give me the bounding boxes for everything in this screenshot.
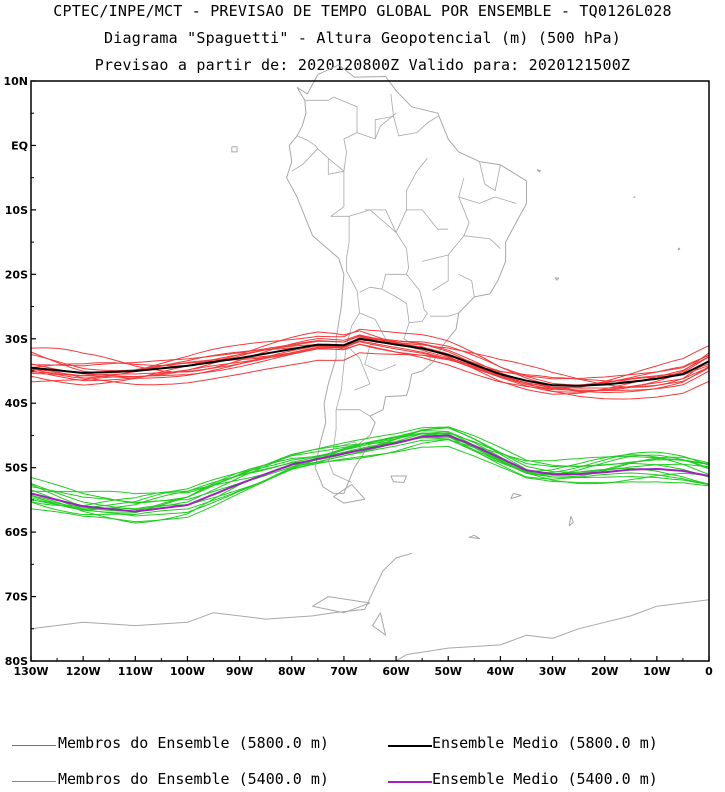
y-tick-label: 60S (5, 526, 28, 539)
country-border-21 (346, 344, 371, 391)
y-tick-label: 70S (5, 591, 28, 604)
coastline-7 (372, 612, 387, 636)
y-tick-label: 20S (5, 268, 28, 281)
country-border-13 (406, 158, 428, 210)
coastline-1 (333, 483, 366, 504)
x-tick-label: 90W (226, 665, 253, 678)
member-line-5400-2 (30, 432, 710, 508)
member-line-5800-12 (30, 340, 710, 389)
coastline-2 (390, 475, 407, 483)
y-tick-label: 10S (5, 204, 28, 217)
y-tick-label: 80S (5, 655, 28, 668)
x-tick-label: 40W (487, 665, 514, 678)
country-border-1 (348, 209, 409, 293)
x-tick-label: 130W (13, 665, 48, 678)
coastline-4 (30, 552, 412, 630)
y-tick-label: 30S (5, 333, 28, 346)
coastline-12 (633, 196, 636, 199)
member-line-5800-0 (30, 352, 710, 400)
x-tick-label: 30W (539, 665, 566, 678)
legend-label-members-5800: Membros do Ensemble (5800.0 m) (58, 734, 329, 752)
member-line-5400-11 (30, 426, 710, 504)
coastline-14 (554, 277, 560, 281)
axis-ticks: 130W 120W 110W 100W 90W 80W 70W 60W 50W 40W 30W 20W… (3, 75, 713, 678)
x-tick-label: 20W (591, 665, 618, 678)
x-tick-label: 70W (330, 665, 357, 678)
country-border-15 (458, 196, 517, 204)
legend-swatch-mean-5400 (388, 781, 432, 783)
x-tick-label: 10W (643, 665, 670, 678)
country-border-14 (463, 235, 501, 249)
mean-line-5400 (30, 434, 710, 513)
country-border-12 (395, 209, 449, 233)
legend-row-5800: Membros do Ensemble (5800.0 m) Ensemble … (0, 734, 725, 756)
country-border-0 (317, 148, 360, 483)
x-tick-label: 100W (170, 665, 205, 678)
country-border-6 (356, 93, 394, 140)
member-line-5800-13 (30, 335, 710, 395)
coastline-13 (536, 169, 541, 173)
y-tick-label: EQ (11, 139, 28, 152)
coastline-8 (468, 534, 480, 540)
y-tick-label: 40S (5, 397, 28, 410)
country-border-16 (479, 161, 501, 191)
x-tick-label: 50W (435, 665, 462, 678)
member-line-5800-3 (30, 330, 710, 382)
country-border-19 (458, 273, 475, 297)
country-border-17 (432, 255, 449, 291)
member-line-5400-13 (30, 427, 710, 512)
x-tick-label: 60W (382, 665, 409, 678)
member-line-5800-7 (30, 341, 710, 393)
x-tick-label: 120W (66, 665, 101, 678)
coastline-5 (312, 596, 371, 614)
legend-label-mean-5400: Ensemble Medio (5400.0 m) (432, 770, 658, 788)
country-border-5 (304, 96, 358, 172)
legend-swatch-members-5800 (12, 745, 56, 746)
legend-label-members-5400: Membros do Ensemble (5400.0 m) (58, 770, 329, 788)
country-border-22 (336, 409, 371, 417)
country-border-2 (381, 274, 428, 324)
legend-row-5400: Membros do Ensemble (5400.0 m) Ensemble … (0, 770, 725, 792)
coastline-0 (286, 64, 527, 494)
ensemble-means (30, 337, 710, 513)
legend-swatch-members-5400 (12, 781, 56, 782)
coastline-15 (677, 247, 681, 251)
y-tick-label: 10N (3, 75, 28, 88)
ensemble-members (30, 328, 710, 524)
y-tick-label: 50S (5, 462, 28, 475)
country-border-9 (327, 158, 344, 175)
coastline-9 (510, 492, 522, 500)
legend-label-mean-5800: Ensemble Medio (5800.0 m) (432, 734, 658, 752)
coastline-3 (231, 146, 238, 153)
coastline-10 (568, 515, 574, 527)
country-border-18 (430, 312, 459, 317)
country-border-20 (359, 312, 397, 372)
title-line-3: Previsao a partir de: 2020120800Z Valido… (94, 56, 631, 74)
member-line-5400-12 (30, 438, 710, 524)
country-border-10 (364, 209, 397, 233)
member-line-5400-1 (30, 439, 710, 517)
mean-line-5800 (30, 337, 710, 387)
country-border-7 (393, 116, 439, 137)
coastline-6 (395, 599, 710, 662)
country-border-11 (422, 177, 470, 262)
member-line-5400-7 (30, 445, 710, 523)
member-line-5400-5 (30, 436, 710, 495)
x-tick-label: 110W (118, 665, 153, 678)
title-line-1: CPTEC/INPE/MCT - PREVISAO DE TEMPO GLOBA… (53, 2, 672, 20)
coastlines (30, 64, 710, 662)
x-tick-label: 80W (278, 665, 305, 678)
country-border-4 (291, 135, 319, 172)
legend-swatch-mean-5800 (388, 745, 432, 747)
member-line-5400-10 (30, 437, 710, 507)
country-border-8 (374, 112, 397, 140)
x-tick-label: 0 (705, 665, 713, 678)
title-line-2: Diagrama "Spaguetti" - Altura Geopotenci… (104, 29, 621, 47)
